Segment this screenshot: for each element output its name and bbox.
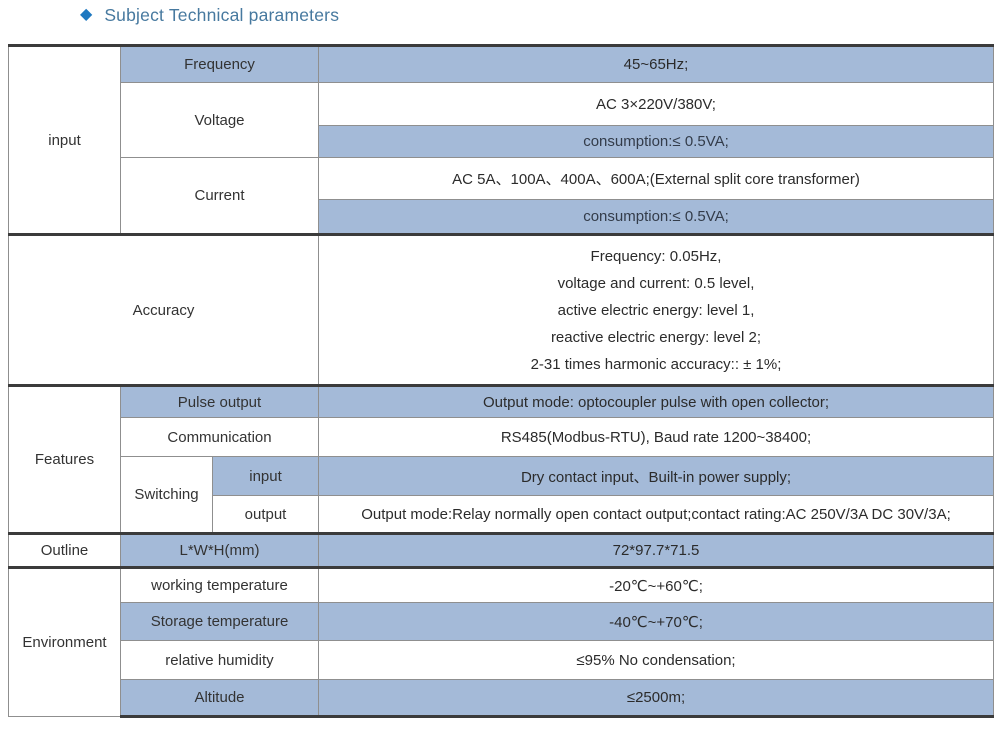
row-switching-input: Switching input Dry contact input、Built-…: [9, 456, 994, 534]
cell-outline-dimension-label: L*W*H(mm): [120, 532, 319, 568]
cell-features-group-label: Features: [8, 384, 121, 534]
cell-switching-output-value: Output mode:Relay normally open contact …: [318, 495, 994, 534]
cell-input-group-label: input: [8, 44, 121, 235]
cell-outline-group-label: Outline: [8, 532, 121, 568]
row-voltage-consumption: consumption:≤ 0.5VA;: [9, 125, 994, 158]
technical-parameters-table: input Frequency 45~65Hz; Voltage AC 3×22…: [8, 44, 994, 718]
cell-current-label: Current: [120, 157, 319, 235]
cell-voltage-consumption: consumption:≤ 0.5VA;: [318, 125, 994, 158]
cell-switching-input-value: Dry contact input、Built-in power supply;: [318, 456, 994, 496]
cell-switching-input-label: input: [212, 456, 319, 496]
row-current-consumption: consumption:≤ 0.5VA;: [9, 199, 994, 235]
page-title-text: Subject Technical parameters: [104, 5, 340, 25]
cell-frequency-label: Frequency: [120, 44, 319, 83]
accuracy-line-voltage-current: voltage and current: 0.5 level,: [557, 274, 755, 292]
accuracy-line-active-energy: active electric energy: level 1,: [557, 301, 755, 319]
cell-current-value: AC 5A、100A、400A、600A;(External split cor…: [318, 157, 994, 200]
cell-altitude-value: ≤2500m;: [318, 679, 994, 718]
row-storage-temperature: Storage temperature -40℃~+70℃;: [9, 602, 994, 641]
cell-accuracy-value: Frequency: 0.05Hz, voltage and current: …: [318, 233, 994, 386]
cell-current-consumption: consumption:≤ 0.5VA;: [318, 199, 994, 235]
cell-altitude-label: Altitude: [120, 679, 319, 718]
accuracy-line-reactive-energy: reactive electric energy: level 2;: [550, 328, 762, 346]
cell-storage-temperature-value: -40℃~+70℃;: [318, 602, 994, 641]
cell-frequency-value: 45~65Hz;: [318, 44, 994, 83]
cell-outline-dimension-value: 72*97.7*71.5: [318, 532, 994, 568]
cell-relative-humidity-label: relative humidity: [120, 640, 319, 680]
cell-voltage-value: AC 3×220V/380V;: [318, 82, 994, 126]
row-voltage: Voltage AC 3×220V/380V;: [9, 82, 994, 158]
row-relative-humidity: relative humidity ≤95% No condensation;: [9, 640, 994, 680]
cell-switching-label: Switching: [120, 456, 213, 534]
cell-pulse-output-value: Output mode: optocoupler pulse with open…: [318, 384, 994, 418]
page-title: ◆ Subject Technical parameters: [80, 2, 339, 28]
accuracy-line-harmonic: 2-31 times harmonic accuracy:: ± 1%;: [530, 355, 782, 373]
cell-pulse-output-label: Pulse output: [120, 384, 319, 418]
diamond-bullet-icon: ◆: [80, 6, 93, 23]
cell-communication-label: Communication: [120, 417, 319, 457]
row-altitude: Altitude ≤2500m;: [9, 679, 994, 718]
cell-switching-output-label: output: [212, 495, 319, 534]
accuracy-line-frequency: Frequency: 0.05Hz,: [590, 247, 722, 265]
cell-communication-value: RS485(Modbus-RTU), Baud rate 1200~38400;: [318, 417, 994, 457]
cell-relative-humidity-value: ≤95% No condensation;: [318, 640, 994, 680]
row-working-temperature: Environment working temperature -20℃~+60…: [8, 566, 994, 717]
row-current: Current AC 5A、100A、400A、600A;(External s…: [9, 157, 994, 235]
row-outline: Outline L*W*H(mm) 72*97.7*71.5: [8, 532, 994, 568]
cell-working-temperature-label: working temperature: [120, 566, 319, 603]
cell-storage-temperature-label: Storage temperature: [120, 602, 319, 641]
cell-accuracy-label: Accuracy: [8, 233, 319, 386]
row-pulse-output: Features Pulse output Output mode: optoc…: [8, 384, 994, 534]
cell-working-temperature-value: -20℃~+60℃;: [318, 566, 994, 603]
row-frequency: input Frequency 45~65Hz;: [8, 44, 994, 235]
cell-environment-group-label: Environment: [8, 566, 121, 717]
row-accuracy: Accuracy Frequency: 0.05Hz, voltage and …: [8, 233, 994, 386]
row-communication: Communication RS485(Modbus-RTU), Baud ra…: [9, 417, 994, 457]
row-switching-output: output Output mode:Relay normally open c…: [9, 495, 994, 534]
cell-voltage-label: Voltage: [120, 82, 319, 158]
